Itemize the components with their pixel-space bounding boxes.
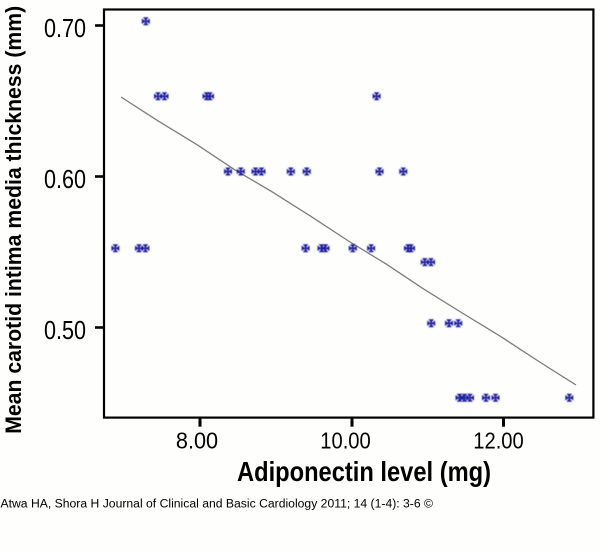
svg-text:Mean carotid intima media thic: Mean carotid intima media thickness (mm)	[1, 6, 26, 434]
svg-text:10.00: 10.00	[320, 427, 371, 453]
svg-text:8.00: 8.00	[176, 427, 218, 453]
svg-text:12.00: 12.00	[473, 427, 524, 453]
svg-text:Adiponectin level (mg): Adiponectin level (mg)	[237, 456, 491, 487]
svg-text:0.70: 0.70	[44, 15, 86, 43]
svg-text:0.50: 0.50	[44, 317, 86, 345]
svg-text:0.60: 0.60	[44, 166, 86, 194]
svg-text:Atwa HA, Shora H Journal of Cl: Atwa HA, Shora H Journal of Clinical and…	[1, 499, 434, 511]
